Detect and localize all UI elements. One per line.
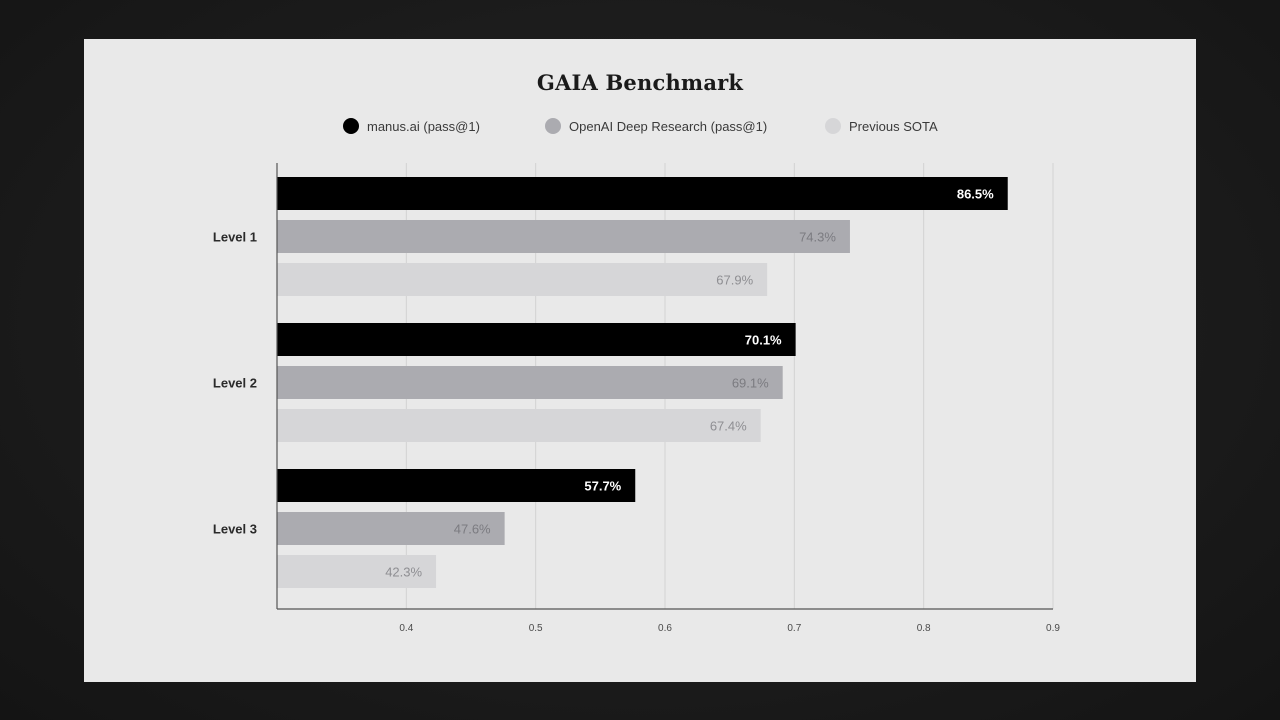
chart-title: GAIA Benchmark: [536, 70, 744, 95]
category-label-1: Level 1: [213, 230, 257, 245]
bar-label-2-3: 67.4%: [710, 419, 747, 434]
legend-swatch-openai: [545, 118, 561, 134]
legend-label-manus: manus.ai (pass@1): [367, 118, 480, 134]
bar-label-2-1: 70.1%: [745, 333, 782, 348]
x-tick-label-3: 0.7: [787, 623, 801, 634]
bar-label-2-2: 69.1%: [732, 376, 769, 391]
chart-legend: manus.ai (pass@1) OpenAI Deep Research (…: [0, 115, 1280, 137]
x-tick-label-5: 0.9: [1046, 623, 1060, 634]
bar-1-1: [277, 177, 1008, 210]
bar-2-3: [277, 409, 761, 442]
x-tick-label-1: 0.5: [529, 623, 543, 634]
legend-item-openai: OpenAI Deep Research (pass@1): [545, 115, 767, 137]
chart-card: [84, 39, 1196, 682]
bar-3-2: [277, 512, 505, 545]
legend-swatch-manus: [343, 118, 359, 134]
category-label-2: Level 2: [213, 376, 257, 391]
category-label-3: Level 3: [213, 522, 257, 537]
x-tick-label-2: 0.6: [658, 623, 672, 634]
legend-item-previous-sota: Previous SOTA: [825, 115, 938, 137]
bar-label-1-2: 74.3%: [799, 230, 836, 245]
bar-3-1: [277, 469, 636, 502]
x-tick-label-4: 0.8: [917, 623, 931, 634]
bar-2-2: [277, 366, 783, 399]
bar-label-1-3: 67.9%: [716, 273, 753, 288]
bar-3-3: [277, 555, 437, 588]
legend-label-previous-sota: Previous SOTA: [849, 118, 938, 134]
legend-label-openai: OpenAI Deep Research (pass@1): [569, 118, 768, 134]
bar-1-3: [277, 263, 768, 296]
bar-label-1-1: 86.5%: [957, 187, 994, 202]
bar-label-3-2: 47.6%: [454, 522, 491, 537]
bar-1-2: [277, 220, 850, 253]
bar-2-1: [277, 323, 796, 356]
legend-swatch-previous-sota: [825, 118, 841, 134]
legend-item-manus: manus.ai (pass@1): [343, 115, 480, 137]
bar-label-3-3: 42.3%: [385, 565, 422, 580]
x-tick-label-0: 0.4: [399, 623, 413, 634]
bar-label-3-1: 57.7%: [584, 479, 621, 494]
